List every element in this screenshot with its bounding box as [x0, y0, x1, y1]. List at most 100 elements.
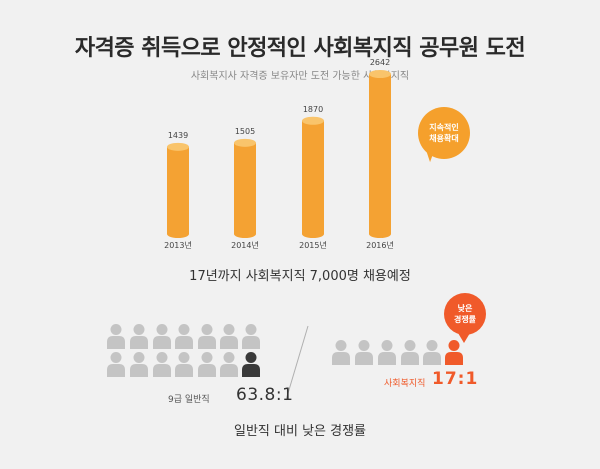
- person-body: [242, 364, 260, 377]
- growth-badge-line2: 채용확대: [429, 134, 459, 143]
- person-head: [178, 324, 190, 335]
- person-icon: [130, 324, 148, 349]
- person-icon: [220, 324, 238, 349]
- person-icon: [107, 324, 125, 349]
- person-head: [245, 324, 257, 335]
- low-competition-badge: 낮은 경쟁률: [444, 293, 486, 343]
- person-body: [220, 336, 238, 349]
- person-head: [223, 352, 235, 363]
- person-icon: [332, 340, 350, 365]
- bar-value-label: 1439: [168, 131, 188, 140]
- person-head: [110, 352, 122, 363]
- bar-cap: [234, 138, 256, 147]
- person-icon: [153, 324, 171, 349]
- person-body: [242, 336, 260, 349]
- person-icon: [401, 340, 419, 365]
- person-body: [107, 336, 125, 349]
- bar-base: [302, 230, 324, 238]
- person-body: [130, 364, 148, 377]
- footer-text: 일반직 대비 낮은 경쟁률: [234, 424, 366, 439]
- person-body: [175, 336, 193, 349]
- category-label: 2016년: [366, 240, 394, 250]
- hiring-bar-chart: 1439 2013년 1505 2014년 1870 2015년 2642 2016년: [164, 58, 394, 250]
- person-body: [153, 364, 171, 377]
- person-body: [401, 352, 419, 365]
- person-body: [175, 364, 193, 377]
- person-head: [381, 340, 393, 351]
- bar-2016년: 2642 2016년: [366, 58, 394, 250]
- person-body: [332, 352, 350, 365]
- person-icon: [198, 352, 216, 377]
- person-body: [423, 352, 441, 365]
- bar-base: [369, 230, 391, 238]
- bar-2014년: 1505 2014년: [231, 127, 259, 250]
- person-icon: [153, 352, 171, 377]
- person-body: [107, 364, 125, 377]
- bar-base: [167, 230, 189, 238]
- person-icon: [423, 340, 441, 365]
- person-icon-highlight: [242, 352, 260, 377]
- person-body: [153, 336, 171, 349]
- category-label: 2014년: [231, 240, 259, 250]
- page-subtitle: 사회복지사 자격증 보유자만 도전 가능한 사회복지직: [190, 71, 410, 82]
- person-head: [245, 352, 257, 363]
- category-label: 2013년: [164, 240, 192, 250]
- person-head: [404, 340, 416, 351]
- bar-cap: [302, 116, 324, 125]
- person-head: [335, 340, 347, 351]
- person-icon: [378, 340, 396, 365]
- general-position-label: 9급 일반직: [168, 395, 210, 405]
- person-body: [445, 352, 463, 365]
- growth-badge-line1: 지속적인: [429, 123, 459, 132]
- bar-body: [302, 120, 324, 234]
- person-body: [198, 364, 216, 377]
- person-head: [201, 324, 213, 335]
- person-head: [448, 340, 460, 351]
- person-icon: [107, 352, 125, 377]
- person-icon: [130, 352, 148, 377]
- bar-base: [234, 230, 256, 238]
- person-head: [133, 352, 145, 363]
- person-head: [223, 324, 235, 335]
- low-competition-line2: 경쟁률: [453, 315, 477, 324]
- person-head: [201, 352, 213, 363]
- person-icon: [220, 352, 238, 377]
- bar-body: [234, 142, 256, 234]
- person-icon: [198, 324, 216, 349]
- bar-cap: [369, 70, 391, 78]
- social-welfare-ratio: 17:1: [432, 369, 479, 389]
- person-icon-highlight: [445, 340, 463, 365]
- person-body: [198, 336, 216, 349]
- person-icon: [355, 340, 373, 365]
- person-body: [378, 352, 396, 365]
- person-body: [220, 364, 238, 377]
- page-title: 자격증 취득으로 안정적인 사회복지직 공무원 도전: [74, 36, 526, 61]
- bar-body: [369, 74, 391, 234]
- person-head: [156, 352, 168, 363]
- general-position-ratio: 63.8:1: [236, 385, 294, 405]
- bar-2013년: 1439 2013년: [164, 131, 192, 250]
- low-competition-line1: 낮은: [457, 304, 473, 313]
- person-icon: [175, 352, 193, 377]
- hiring-plan-text: 17년까지 사회복지직 7,000명 채용예정: [189, 269, 411, 284]
- bar-value-label: 1505: [235, 127, 255, 136]
- bar-value-label: 1870: [303, 105, 323, 114]
- person-body: [355, 352, 373, 365]
- bar-2015년: 1870 2015년: [299, 105, 327, 250]
- person-head: [426, 340, 438, 351]
- person-body: [130, 336, 148, 349]
- social-welfare-label: 사회복지직: [384, 379, 426, 389]
- bar-value-label: 2642: [370, 58, 390, 67]
- category-label: 2015년: [299, 240, 327, 250]
- person-head: [358, 340, 370, 351]
- person-head: [156, 324, 168, 335]
- bar-body: [167, 146, 189, 234]
- competition-graphic: [107, 324, 463, 401]
- person-icon: [242, 324, 260, 349]
- bar-cap: [167, 142, 189, 151]
- person-head: [133, 324, 145, 335]
- growth-badge: 지속적인 채용확대: [418, 107, 470, 159]
- divider-line: [285, 325, 309, 401]
- person-head: [110, 324, 122, 335]
- person-icon: [175, 324, 193, 349]
